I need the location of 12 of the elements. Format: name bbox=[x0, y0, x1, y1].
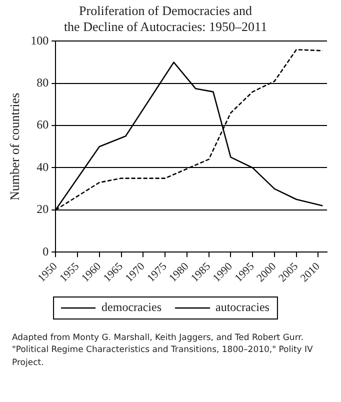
text: Proliferation of Democracies and bbox=[79, 3, 252, 18]
y-tick-label: 20 bbox=[36, 202, 49, 216]
y-tick-label: 40 bbox=[36, 160, 49, 174]
y-tick-label: 100 bbox=[30, 33, 49, 48]
legend-label: autocracies bbox=[216, 300, 270, 314]
y-tick-label: 80 bbox=[36, 76, 49, 90]
text: Adapted from Monty G. Marshall, Keith Jaggers, and Ted Robert Gurr. "Political Regime Characteristics and Transitions, 1800–2010," Polity IV Project. bbox=[12, 332, 314, 369]
y-axis-title: Number of countries bbox=[7, 92, 22, 200]
y-tick-label: 60 bbox=[36, 118, 49, 132]
text: the Decline of Autocracies: 1950–2011 bbox=[64, 18, 268, 34]
y-tick-label: 0 bbox=[42, 244, 49, 258]
legend-label: democracies bbox=[102, 300, 162, 314]
